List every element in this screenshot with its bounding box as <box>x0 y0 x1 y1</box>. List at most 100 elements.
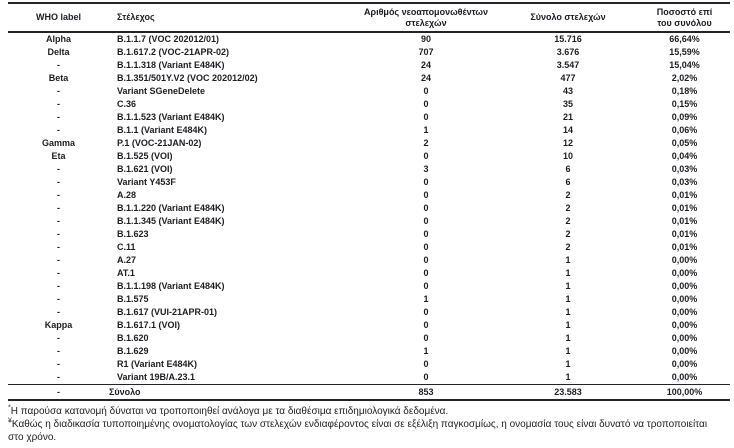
total-isolates-cell: 1 <box>565 320 571 330</box>
footnotes: *Η παρούσα κατανομή δύναται να τροποποιη… <box>8 405 720 444</box>
who-label-cell: Beta <box>48 73 69 83</box>
percentage-cell: 2,02% <box>671 73 698 83</box>
strain-cell: B.1.1.345 (Variant E484K) <box>117 216 225 226</box>
who-label-header: WHO label <box>8 3 109 33</box>
percentage-cell: 0,04% <box>671 151 698 161</box>
percentage-cell: 0,00% <box>671 333 698 343</box>
new-isolates-cell: 0 <box>423 190 429 200</box>
percentage-cell: 0,18% <box>671 86 698 96</box>
table-row: Beta B.1.351/501Y.V2 (VOC 202012/02) 24 477… <box>8 72 730 85</box>
table-row: - B.1.617 (VUI-21APR-01) 0 1 0,00% <box>8 306 730 319</box>
who-label-cell: - <box>57 268 60 278</box>
table-row: Alpha B.1.1.7 (VOC 202012/01) 90 15.716 66,6… <box>8 32 730 46</box>
table-footer: - Σύνολο 853 23.583 100,00% <box>8 384 730 401</box>
who-label-cell: - <box>57 177 60 187</box>
total-isolates-cell: 1 <box>565 333 571 343</box>
total-isolates-header-text: Σύνολο στελεχών <box>530 12 606 22</box>
footnote-1: *Η παρούσα κατανομή δύναται να τροποποιη… <box>8 405 720 418</box>
table-row: - A.28 0 2 0,01% <box>8 189 730 202</box>
table-body: Alpha B.1.1.7 (VOC 202012/01) 90 15.716 66,6… <box>8 32 730 385</box>
percentage-cell: 0,06% <box>671 125 698 135</box>
who-label-cell: - <box>57 294 60 304</box>
table-row: - A.27 0 1 0,00% <box>8 254 730 267</box>
strain-header: Στέλεχος <box>109 3 355 33</box>
strain-cell: B.1.351/501Y.V2 (VOC 202012/02) <box>117 73 258 83</box>
who-label-cell: Eta <box>51 151 66 161</box>
percentage-header: Ποσοστό επί του συνόλου <box>639 3 730 33</box>
new-isolates-cell: 90 <box>420 34 431 44</box>
total-isolates-cell: 1 <box>565 281 571 291</box>
new-isolates-cell: 0 <box>423 255 429 265</box>
total-isolates-cell: 6 <box>565 164 571 174</box>
new-isolates-cell: 0 <box>423 333 429 343</box>
new-isolates-cell: 0 <box>423 268 429 278</box>
new-isolates-cell: 0 <box>423 99 429 109</box>
table-row: Eta B.1.525 (VOI) 0 10 0,04% <box>8 150 730 163</box>
strain-cell: B.1.575 <box>117 294 149 304</box>
percentage-cell: 15,04% <box>669 60 700 70</box>
footnote-1-marker: * <box>8 404 11 412</box>
total-isolates-cell: 1 <box>565 255 571 265</box>
percentage-cell: 0,00% <box>671 255 698 265</box>
table-row: - B.1.620 0 1 0,00% <box>8 332 730 345</box>
new-isolates-cell: 1 <box>423 125 429 135</box>
total-isolates-cell: 2 <box>565 216 571 226</box>
new-isolates-header-line2: στελεχών <box>405 17 447 28</box>
strain-cell: C.36 <box>117 99 137 109</box>
percentage-cell: 0,05% <box>671 138 698 148</box>
who-label-header-text: WHO label <box>35 12 81 22</box>
table-row: - B.1.1.198 (Variant E484K) 0 1 0,00% <box>8 280 730 293</box>
footnote-2-marker: ¥ <box>8 417 12 425</box>
percentage-cell: 0,00% <box>671 294 698 304</box>
new-isolates-cell: 0 <box>423 307 429 317</box>
who-label-cell: - <box>57 229 60 239</box>
percentage-cell: 0,00% <box>671 307 698 317</box>
strain-cell: B.1.629 <box>117 346 149 356</box>
total-isolates-cell: 1 <box>565 268 571 278</box>
new-isolates-cell: 3 <box>423 164 429 174</box>
new-isolates-cell: 24 <box>420 60 431 70</box>
new-isolates-cell: 0 <box>423 216 429 226</box>
table-row: - B.1.621 (VOI) 3 6 0,03% <box>8 163 730 176</box>
footnote-2-text: Καθώς η διαδικασία τυποποιημένης ονοματο… <box>8 419 708 443</box>
strain-cell: B.1.1.220 (Variant E484K) <box>117 203 225 213</box>
strain-cell: B.1.525 (VOI) <box>117 151 173 161</box>
table-row: - B.1.1.345 (Variant E484K) 0 2 0,01% <box>8 215 730 228</box>
who-label-cell: - <box>57 164 60 174</box>
who-label-cell: - <box>57 190 60 200</box>
table-row: - B.1.575 1 1 0,00% <box>8 293 730 306</box>
strain-cell: Variant SGeneDelete <box>117 86 206 96</box>
percentage-cell: 15,59% <box>669 47 700 57</box>
strain-cell: A.27 <box>117 255 137 265</box>
strain-cell: B.1.621 (VOI) <box>117 164 173 174</box>
who-label-cell: Alpha <box>45 34 71 44</box>
table-row: - B.1.1.523 (Variant E484K) 0 21 0,09% <box>8 111 730 124</box>
total-isolates-cell: 21 <box>562 112 573 122</box>
new-isolates-cell: 24 <box>420 73 431 83</box>
percentage-cell: 0,01% <box>671 203 698 213</box>
percentage-cell: 0,03% <box>671 164 698 174</box>
who-label-cell: - <box>57 346 60 356</box>
new-isolates-header-line1: Αριθμός νεοαπομονωθέντων <box>364 6 488 17</box>
percentage-cell: 0,09% <box>671 112 698 122</box>
who-label-cell: - <box>57 203 60 213</box>
who-label-cell: Kappa <box>44 320 73 330</box>
total-isolates-cell: 14 <box>562 125 573 135</box>
strain-cell: P.1 (VOC-21JAN-02) <box>117 138 202 148</box>
table-row: Delta B.1.617.2 (VOC-21APR-02) 707 3.676 15,… <box>8 46 730 59</box>
new-isolates-cell: 0 <box>423 372 429 382</box>
who-label-cell: - <box>57 307 60 317</box>
total-isolates-cell: 1 <box>565 346 571 356</box>
total-isolates-header: Σύνολο στελεχών <box>497 3 639 33</box>
strain-cell: B.1.620 <box>117 333 149 343</box>
table-row: Gamma P.1 (VOC-21JAN-02) 2 12 0,05% <box>8 137 730 150</box>
percentage-header-line1: Ποσοστό επί <box>656 6 713 17</box>
percentage-cell: 66,64% <box>669 34 700 44</box>
table-row: - Variant Y453F 0 6 0,03% <box>8 176 730 189</box>
new-isolates-cell: 0 <box>423 229 429 239</box>
who-label-cell: - <box>57 60 60 70</box>
total-isolates-cell: 1 <box>565 359 571 369</box>
percentage-cell: 0,01% <box>671 242 698 252</box>
total-isolates-cell: 35 <box>562 99 573 109</box>
